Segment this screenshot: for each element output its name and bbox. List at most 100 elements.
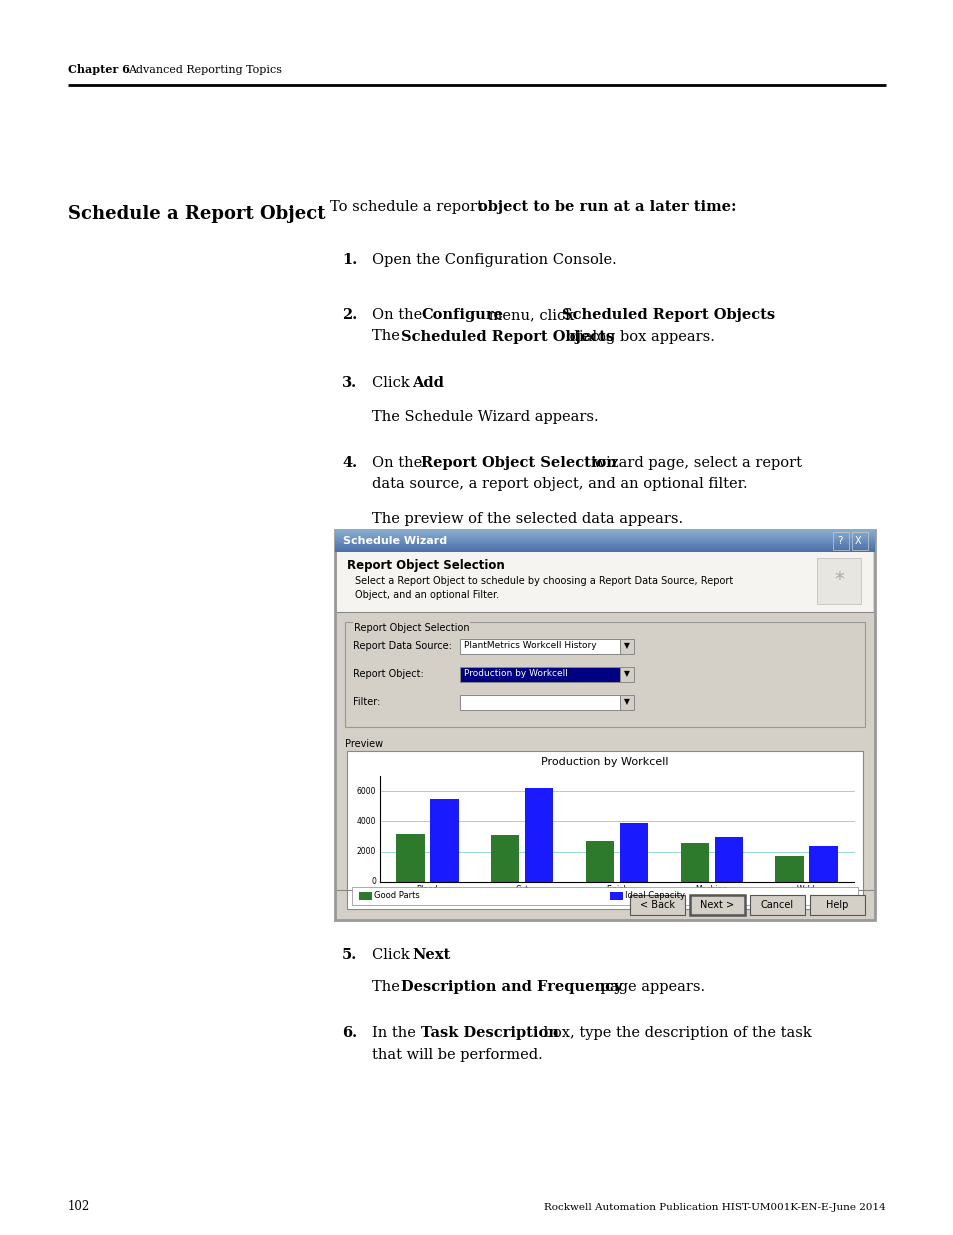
Bar [619, 694, 634, 709]
FancyBboxPatch shape [689, 895, 744, 915]
Bar [459, 694, 619, 709]
Text: To schedule a report: To schedule a report [330, 200, 487, 214]
Bar [585, 841, 614, 882]
FancyBboxPatch shape [335, 530, 874, 920]
Text: Select a Report Object to schedule by choosing a Report Data Source, Report: Select a Report Object to schedule by ch… [355, 576, 733, 585]
Text: Report Object Selection: Report Object Selection [347, 559, 504, 572]
Text: On the: On the [372, 456, 426, 469]
Text: Task Description: Task Description [420, 1026, 558, 1040]
Bar [619, 638, 634, 653]
Text: Object, and an optional Filter.: Object, and an optional Filter. [355, 590, 498, 600]
Text: .: . [725, 308, 730, 322]
Text: Configure: Configure [420, 308, 502, 322]
Text: The: The [372, 981, 404, 994]
Text: .: . [439, 948, 444, 962]
Text: Report Object:: Report Object: [353, 669, 423, 679]
Bar [714, 836, 742, 882]
Text: 2000: 2000 [356, 847, 375, 856]
Text: Machine: Machine [695, 885, 727, 894]
Text: In the: In the [372, 1026, 420, 1040]
Text: Report Object Selection: Report Object Selection [354, 622, 469, 634]
Text: Next >: Next > [700, 900, 734, 910]
Text: Preview: Preview [345, 739, 383, 748]
Text: Click: Click [372, 375, 414, 389]
Text: 102: 102 [68, 1200, 91, 1213]
Bar [491, 835, 518, 882]
Text: Weld: Weld [797, 885, 815, 894]
Text: PlantMetrics Workcell History: PlantMetrics Workcell History [463, 641, 596, 651]
Text: menu, click: menu, click [483, 308, 578, 322]
Bar [358, 892, 372, 900]
Bar [619, 823, 648, 882]
Text: object to be run at a later time:: object to be run at a later time: [477, 200, 736, 214]
Text: Add: Add [412, 375, 443, 389]
Text: dialog box appears.: dialog box appears. [564, 330, 714, 343]
Text: Schedule Wizard: Schedule Wizard [343, 536, 447, 546]
Text: wizard page, select a report: wizard page, select a report [588, 456, 801, 469]
Text: Click: Click [372, 948, 414, 962]
Text: The preview of the selected data appears.: The preview of the selected data appears… [372, 513, 682, 526]
Text: 3.: 3. [341, 375, 356, 389]
Text: ?: ? [836, 536, 841, 546]
Bar [459, 638, 619, 653]
Bar [619, 667, 634, 682]
Text: 0: 0 [371, 878, 375, 887]
Text: Finish: Finish [605, 885, 627, 894]
Text: Blend: Blend [416, 885, 437, 894]
Text: ▼: ▼ [623, 641, 629, 651]
FancyBboxPatch shape [629, 895, 684, 915]
Text: Schedule a Report Object: Schedule a Report Object [68, 205, 325, 224]
Bar [347, 751, 862, 909]
Text: Filter:: Filter: [353, 697, 380, 706]
Text: Description and Frequency: Description and Frequency [400, 981, 622, 994]
Text: Help: Help [825, 900, 848, 910]
Text: 2.: 2. [341, 308, 356, 322]
Text: *: * [833, 569, 843, 589]
Text: data source, a report object, and an optional filter.: data source, a report object, and an opt… [372, 477, 747, 492]
Text: 4000: 4000 [356, 816, 375, 826]
Bar [430, 799, 458, 882]
Bar [336, 552, 872, 613]
Text: Scheduled Report Objects: Scheduled Report Objects [400, 330, 614, 343]
Bar [679, 842, 708, 882]
Text: .: . [437, 375, 442, 389]
Text: X: X [854, 536, 861, 546]
Text: Advanced Reporting Topics: Advanced Reporting Topics [128, 65, 282, 75]
Text: Cancel: Cancel [760, 900, 793, 910]
Text: ▼: ▼ [623, 698, 629, 706]
Text: Open the Configuration Console.: Open the Configuration Console. [372, 253, 616, 267]
Text: Report Object Selection: Report Object Selection [420, 456, 617, 469]
Text: The: The [372, 330, 404, 343]
Bar [352, 887, 857, 905]
Text: 6000: 6000 [356, 787, 375, 795]
Text: that will be performed.: that will be performed. [372, 1047, 542, 1062]
Bar [775, 856, 803, 882]
Text: Ideal Capacity: Ideal Capacity [624, 892, 684, 900]
Text: 6.: 6. [341, 1026, 356, 1040]
Text: Scheduled Report Objects: Scheduled Report Objects [561, 308, 774, 322]
Text: Good Parts: Good Parts [374, 892, 419, 900]
Bar [395, 834, 424, 882]
Bar [459, 667, 619, 682]
Bar [524, 788, 553, 882]
Text: < Back: < Back [639, 900, 675, 910]
Text: page appears.: page appears. [596, 981, 704, 994]
Text: 1.: 1. [341, 253, 356, 267]
Text: Cut: Cut [515, 885, 528, 894]
Bar [808, 846, 837, 882]
Text: Chapter 6: Chapter 6 [68, 64, 130, 75]
Bar [816, 558, 861, 604]
Text: Next: Next [412, 948, 450, 962]
Text: Report Data Source:: Report Data Source: [353, 641, 452, 651]
Text: Production by Workcell: Production by Workcell [540, 757, 668, 767]
FancyBboxPatch shape [809, 895, 864, 915]
Text: 5.: 5. [341, 948, 356, 962]
Text: Production by Workcell: Production by Workcell [463, 669, 567, 678]
FancyBboxPatch shape [749, 895, 804, 915]
Text: ▼: ▼ [623, 669, 629, 678]
Text: 4.: 4. [341, 456, 356, 469]
Text: box, type the description of the task: box, type the description of the task [538, 1026, 811, 1040]
Text: Rockwell Automation Publication HIST-UM001K-EN-E-June 2014: Rockwell Automation Publication HIST-UM0… [543, 1203, 885, 1212]
Text: The Schedule Wizard appears.: The Schedule Wizard appears. [372, 410, 598, 424]
FancyBboxPatch shape [345, 622, 864, 727]
